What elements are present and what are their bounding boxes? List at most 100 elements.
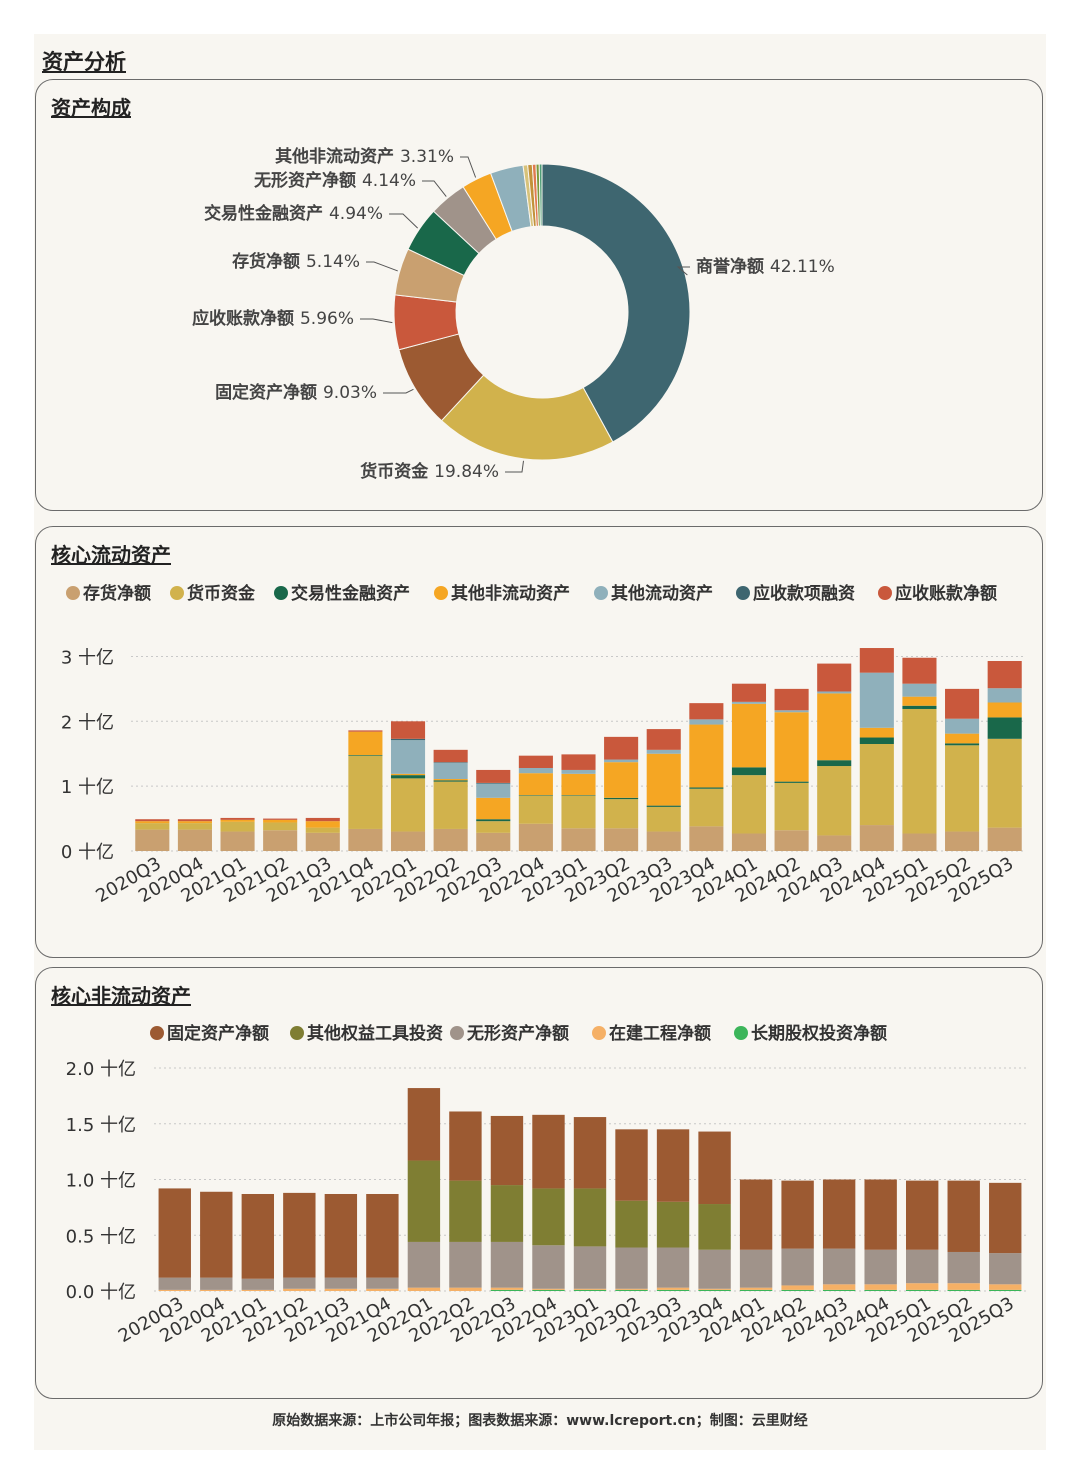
bar-segment <box>476 821 511 833</box>
bar-segment <box>947 1180 980 1252</box>
legend-label: 存货净额 <box>83 583 151 604</box>
bar-segment <box>698 1131 731 1205</box>
bar-segment <box>390 738 426 741</box>
bar-segment <box>283 1288 316 1291</box>
bar-segment <box>902 657 937 684</box>
bar-segment <box>573 1288 607 1290</box>
bar-segment <box>518 795 553 824</box>
bar-segment <box>689 719 724 725</box>
bar-segment <box>305 817 340 822</box>
bar-segment <box>518 823 553 851</box>
bar-segment <box>532 1188 565 1246</box>
bar-segment <box>731 775 767 834</box>
bar-segment <box>774 830 809 851</box>
legend-label: 交易性金融资产 <box>291 583 410 604</box>
bar-segment <box>781 1180 814 1249</box>
bar-segment <box>518 755 553 768</box>
bar-segment <box>604 797 639 800</box>
bar-segment <box>859 648 894 673</box>
bar-segment <box>774 712 809 782</box>
bar-segment <box>366 1193 399 1278</box>
legend-label: 无形资产净额 <box>466 1023 569 1044</box>
slice-label-percent: 3.31% <box>400 147 454 167</box>
bar-segment <box>987 660 1022 689</box>
bar-segment <box>781 1289 814 1291</box>
bar-segment <box>656 1289 690 1291</box>
y-tick-label: 1.5 十亿 <box>66 1115 136 1136</box>
bar-segment <box>518 767 553 774</box>
y-tick-label: 0 十亿 <box>61 842 114 863</box>
bar-segment <box>561 795 596 796</box>
bar-segment <box>135 829 170 851</box>
bar-segment <box>859 744 894 826</box>
noncurrent-assets-title: 核心非流动资产 <box>51 984 191 1008</box>
bar-segment <box>241 1289 275 1291</box>
bar-segment <box>177 829 212 851</box>
bar-segment <box>449 1241 482 1288</box>
bar-segment <box>731 703 767 768</box>
bar-segment <box>200 1289 233 1291</box>
slice-label-name: 固定资产净额 <box>215 382 323 403</box>
legend-label: 应收账款净额 <box>895 583 997 604</box>
slice-leader-line <box>389 213 419 229</box>
bar-segment <box>989 1289 1022 1291</box>
slice-leader-line <box>383 388 414 394</box>
legend-marker <box>170 586 184 600</box>
donut-slice <box>541 163 691 443</box>
bar-segment <box>348 828 383 851</box>
bar-segment <box>987 688 1022 703</box>
legend-label: 其他权益工具投资 <box>307 1023 443 1044</box>
bar-segment <box>698 1204 731 1250</box>
bar-segment <box>573 1188 607 1247</box>
bar-segment <box>781 1285 814 1290</box>
bar-segment <box>532 1289 565 1291</box>
donut-slice <box>538 163 543 227</box>
bar-segment <box>947 1289 980 1291</box>
bar-segment <box>390 721 426 739</box>
legend-label: 其他流动资产 <box>611 583 713 604</box>
slice-label: 无形资产净额 4.14% <box>253 170 416 191</box>
bar-segment <box>905 1249 939 1284</box>
bar-segment <box>817 760 852 767</box>
bar-segment <box>604 736 639 760</box>
slice-label-name: 交易性金融资产 <box>204 203 329 224</box>
slice-label: 货币资金 19.84% <box>360 461 499 482</box>
bar-segment <box>817 835 852 851</box>
bar-segment <box>241 1278 275 1290</box>
bar-segment <box>158 1188 191 1278</box>
bar-segment <box>774 688 809 711</box>
bar-segment <box>656 1287 690 1290</box>
bar-segment <box>698 1289 731 1291</box>
slice-label-percent: 5.96% <box>300 309 354 329</box>
y-tick-label: 1 十亿 <box>61 777 114 798</box>
bar-segment <box>433 781 468 829</box>
bar-segment <box>656 1129 690 1202</box>
composition-title: 资产构成 <box>51 96 131 120</box>
bar-segment <box>864 1284 897 1290</box>
bar-segment <box>698 1249 731 1289</box>
bar-segment <box>200 1191 233 1278</box>
legend-marker <box>734 1026 748 1040</box>
bar-segment <box>518 773 553 796</box>
bar-segment <box>822 1179 856 1249</box>
noncurrent-assets-bar-chart: 固定资产净额 其他权益工具投资 无形资产净额 在建工程净额 长期股权投资净额 0.0 十亿… <box>66 1023 1026 1347</box>
bar-segment <box>407 1160 441 1242</box>
slice-label-percent: 19.84% <box>434 462 499 482</box>
bar-segment <box>158 1277 191 1290</box>
y-tick-label: 2.0 十亿 <box>66 1059 136 1080</box>
bar-segment <box>604 759 639 763</box>
bar-segment <box>305 827 340 833</box>
bar-segment <box>449 1111 482 1181</box>
y-tick-label: 0.5 十亿 <box>66 1226 136 1247</box>
bar-segment <box>859 727 894 738</box>
bar-segment <box>864 1179 897 1250</box>
slice-label-percent: 9.03% <box>323 383 377 403</box>
bar-segment <box>817 691 852 694</box>
slice-label: 应收账款净额 5.96% <box>192 308 354 329</box>
bar-segment <box>646 729 681 750</box>
legend-label: 固定资产净额 <box>167 1023 269 1044</box>
bar-segment <box>945 743 980 746</box>
bar-segment <box>390 740 426 774</box>
slice-label-percent: 4.14% <box>362 171 416 191</box>
bar-segment <box>989 1284 1022 1290</box>
